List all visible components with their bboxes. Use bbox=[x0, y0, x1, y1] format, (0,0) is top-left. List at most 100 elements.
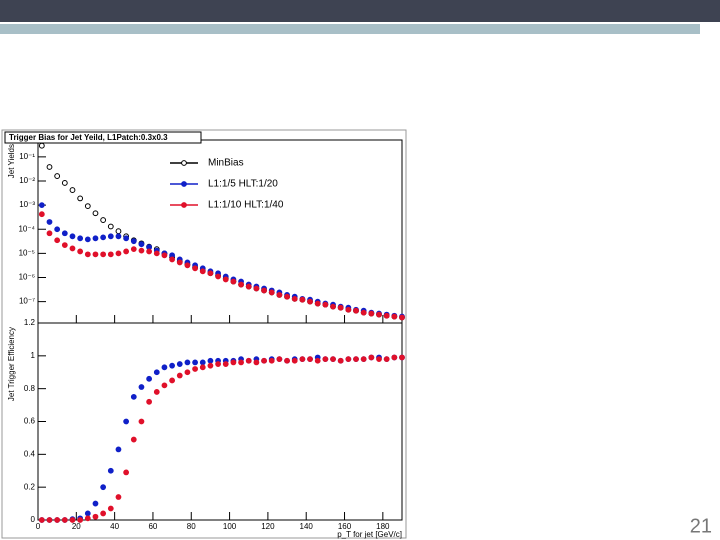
header-stripe bbox=[0, 24, 700, 34]
y-tick-label: 10⁻⁶ bbox=[19, 273, 35, 282]
y-tick-label: 0.8 bbox=[24, 384, 36, 393]
data-point bbox=[291, 295, 298, 302]
data-point bbox=[184, 262, 191, 269]
data-point bbox=[100, 510, 107, 517]
data-point bbox=[368, 354, 375, 361]
data-point bbox=[138, 418, 145, 425]
data-point bbox=[330, 303, 336, 310]
data-point bbox=[46, 219, 53, 225]
data-point bbox=[399, 354, 405, 361]
data-point bbox=[291, 357, 298, 364]
data-point bbox=[169, 362, 176, 369]
data-point bbox=[77, 517, 84, 523]
data-point bbox=[238, 359, 244, 366]
data-point bbox=[123, 235, 130, 242]
x-tick-label: 0 bbox=[36, 522, 41, 531]
x-tick-label: 160 bbox=[338, 522, 352, 531]
y-tick-label: 10⁻³ bbox=[19, 200, 35, 209]
data-point bbox=[284, 357, 290, 364]
data-point bbox=[253, 359, 260, 366]
data-point bbox=[100, 217, 107, 223]
data-point bbox=[330, 356, 336, 363]
data-point bbox=[376, 311, 382, 318]
x-axis-label: p_T for jet [GeV/c] bbox=[337, 530, 402, 539]
x-tick-label: 60 bbox=[148, 522, 157, 531]
data-point bbox=[107, 223, 114, 230]
data-point bbox=[130, 436, 137, 443]
data-point bbox=[199, 359, 206, 366]
data-point bbox=[322, 301, 329, 308]
data-point bbox=[84, 515, 91, 522]
data-point bbox=[61, 517, 68, 523]
y-axis-label: Jet Trigger Efficiency bbox=[7, 327, 16, 401]
data-point bbox=[169, 377, 176, 384]
data-point bbox=[69, 517, 76, 523]
data-point bbox=[184, 369, 191, 376]
data-point bbox=[337, 357, 344, 364]
data-point bbox=[130, 393, 137, 400]
data-point bbox=[230, 359, 237, 366]
y-tick-label: 0.2 bbox=[24, 482, 36, 491]
data-point bbox=[161, 382, 168, 389]
data-point bbox=[368, 310, 375, 317]
top-panel bbox=[37, 139, 403, 324]
data-point bbox=[222, 276, 229, 283]
data-point bbox=[61, 180, 68, 186]
data-point bbox=[353, 356, 359, 363]
data-point bbox=[123, 248, 130, 255]
data-point bbox=[69, 245, 76, 252]
data-point bbox=[222, 361, 229, 367]
data-point bbox=[322, 356, 329, 363]
data-point bbox=[107, 505, 114, 512]
data-point bbox=[115, 494, 122, 500]
data-point bbox=[284, 293, 290, 300]
y-tick-label: 0.6 bbox=[24, 417, 36, 426]
data-point bbox=[115, 233, 122, 240]
x-tick-label: 100 bbox=[223, 522, 237, 531]
data-point bbox=[215, 361, 221, 367]
data-point bbox=[115, 250, 122, 257]
data-point bbox=[353, 307, 359, 314]
legend-marker bbox=[181, 160, 187, 166]
data-point bbox=[399, 314, 405, 321]
y-tick-label: 1.2 bbox=[24, 318, 36, 327]
data-point bbox=[307, 298, 313, 305]
y-tick-label: 10⁻⁵ bbox=[19, 248, 35, 257]
data-point bbox=[192, 265, 198, 272]
data-point bbox=[192, 359, 198, 366]
chart-title: Trigger Bias for Jet Yeild, L1Patch:0.3x… bbox=[9, 133, 168, 142]
data-point bbox=[130, 246, 137, 253]
data-point bbox=[268, 289, 275, 296]
data-point bbox=[245, 283, 252, 290]
y-tick-label: 10⁻⁷ bbox=[19, 297, 35, 306]
data-point bbox=[38, 142, 45, 149]
data-point bbox=[314, 300, 321, 307]
x-tick-label: 140 bbox=[300, 522, 314, 531]
data-point bbox=[69, 233, 76, 240]
data-point bbox=[391, 354, 398, 361]
data-point bbox=[69, 187, 76, 193]
data-point bbox=[307, 356, 313, 363]
legend-marker bbox=[181, 202, 187, 208]
data-point bbox=[391, 313, 398, 320]
data-point bbox=[92, 210, 99, 217]
data-point bbox=[345, 306, 352, 313]
data-point bbox=[383, 356, 390, 363]
legend-label: MinBias bbox=[208, 158, 244, 169]
data-point bbox=[161, 364, 168, 371]
data-point bbox=[238, 281, 244, 288]
data-point bbox=[230, 278, 237, 285]
data-point bbox=[100, 484, 107, 491]
y-tick-label: 1 bbox=[31, 351, 36, 360]
data-point bbox=[138, 384, 145, 390]
data-point bbox=[92, 513, 99, 520]
data-point bbox=[314, 357, 321, 364]
data-point bbox=[268, 357, 275, 364]
x-tick-label: 40 bbox=[110, 522, 119, 531]
data-point bbox=[54, 237, 61, 244]
data-point bbox=[138, 241, 145, 248]
data-point bbox=[38, 517, 45, 523]
data-point bbox=[176, 361, 183, 367]
data-point bbox=[92, 251, 99, 258]
data-point bbox=[299, 356, 306, 363]
